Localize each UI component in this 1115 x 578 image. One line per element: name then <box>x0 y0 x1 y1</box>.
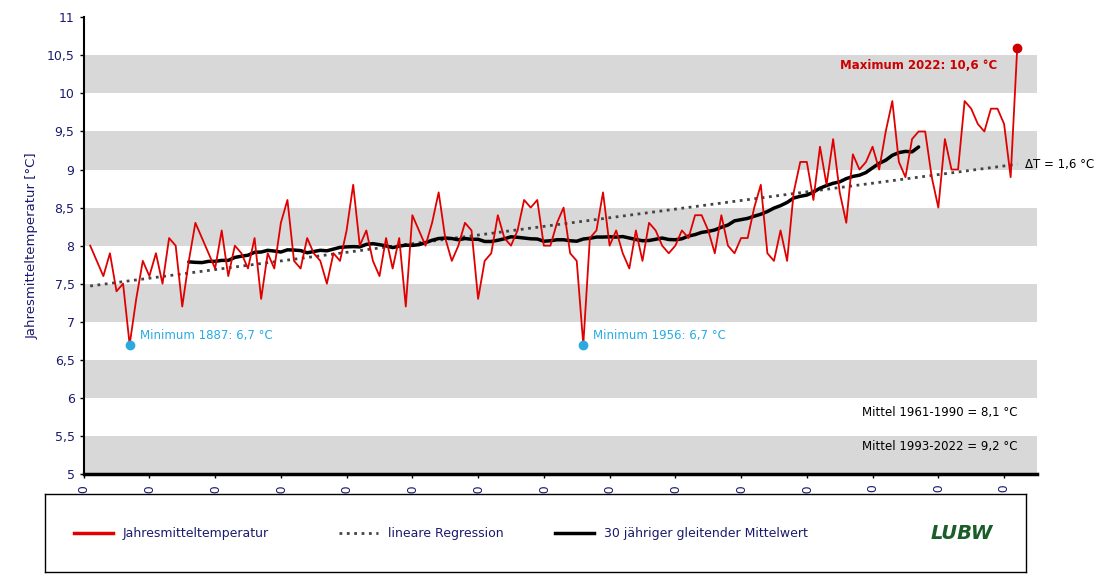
Bar <box>84 436 1037 474</box>
Jahresmitteltemperatur <box>695 212 708 218</box>
Text: Maximum 2022: 10,6 °C: Maximum 2022: 10,6 °C <box>841 59 998 72</box>
Y-axis label: Jahresmitteltemperatur [°C]: Jahresmitteltemperatur [°C] <box>26 153 38 339</box>
Text: 30 jähriger gleitender Mittelwert: 30 jähriger gleitender Mittelwert <box>604 527 807 540</box>
30 jähriger gleitender Mittelwert <box>892 149 905 156</box>
30 jähriger gleitender Mittelwert <box>597 234 610 240</box>
Text: Minimum 1887: 6,7 °C: Minimum 1887: 6,7 °C <box>139 328 272 342</box>
Bar <box>84 360 1037 398</box>
30 jähriger gleitender Mittelwert <box>912 143 925 150</box>
Jahresmitteltemperatur <box>912 128 925 135</box>
Text: Mittel 1961-1990 = 8,1 °C: Mittel 1961-1990 = 8,1 °C <box>862 406 1017 419</box>
30 jähriger gleitender Mittelwert <box>715 224 728 231</box>
30 jähriger gleitender Mittelwert <box>445 235 458 242</box>
Text: Mittel 1993-2022 = 9,2 °C: Mittel 1993-2022 = 9,2 °C <box>862 440 1017 453</box>
Jahresmitteltemperatur <box>576 341 590 348</box>
Bar <box>84 132 1037 169</box>
Text: ΔT = 1,6 °C: ΔT = 1,6 °C <box>1025 158 1094 171</box>
Line: 30 jähriger gleitender Mittelwert: 30 jähriger gleitender Mittelwert <box>188 147 919 262</box>
Bar <box>84 284 1037 322</box>
Jahresmitteltemperatur <box>123 341 136 348</box>
Jahresmitteltemperatur <box>84 242 97 249</box>
Text: lineare Regression: lineare Regression <box>388 527 504 540</box>
Text: Jahresmitteltemperatur: Jahresmitteltemperatur <box>123 527 269 540</box>
Text: Minimum 1956: 6,7 °C: Minimum 1956: 6,7 °C <box>593 328 726 342</box>
30 jähriger gleitender Mittelwert <box>754 211 767 218</box>
Bar <box>84 208 1037 246</box>
Text: LUBW: LUBW <box>931 524 993 543</box>
Line: Jahresmitteltemperatur: Jahresmitteltemperatur <box>90 48 1017 344</box>
Jahresmitteltemperatur <box>676 227 689 234</box>
30 jähriger gleitender Mittelwert <box>681 232 695 239</box>
Jahresmitteltemperatur <box>1010 45 1024 51</box>
Bar <box>84 55 1037 94</box>
30 jähriger gleitender Mittelwert <box>195 259 209 266</box>
Jahresmitteltemperatur <box>537 242 551 249</box>
Jahresmitteltemperatur <box>372 273 386 280</box>
30 jähriger gleitender Mittelwert <box>182 258 195 265</box>
